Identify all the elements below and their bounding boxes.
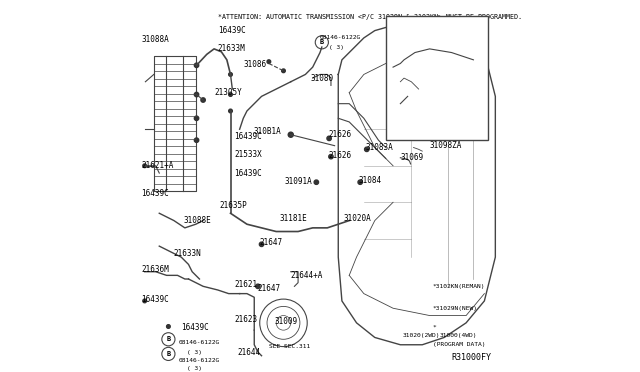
Text: 21636M: 21636M xyxy=(141,265,169,275)
Text: 31082E: 31082E xyxy=(431,54,459,62)
Text: 31098ZA: 31098ZA xyxy=(429,141,462,150)
Text: 31020(2WD): 31020(2WD) xyxy=(402,333,440,338)
Text: 31082U: 31082U xyxy=(391,35,419,44)
Text: B: B xyxy=(166,336,170,342)
Text: 31000(4WD): 31000(4WD) xyxy=(440,333,477,338)
Text: ( 3): ( 3) xyxy=(329,45,344,49)
Text: 21621+A: 21621+A xyxy=(141,161,173,170)
Circle shape xyxy=(162,333,175,346)
Text: 21647: 21647 xyxy=(260,238,283,247)
Text: B: B xyxy=(320,39,324,45)
Text: 16439C: 16439C xyxy=(141,295,169,304)
Text: 21644+A: 21644+A xyxy=(291,271,323,280)
Text: SEE SEC.311: SEE SEC.311 xyxy=(269,344,310,349)
Circle shape xyxy=(259,242,264,247)
Text: *31029N(NEW): *31029N(NEW) xyxy=(433,306,477,311)
Circle shape xyxy=(314,180,319,185)
Text: 21626: 21626 xyxy=(328,151,351,160)
Text: 310B1A: 310B1A xyxy=(254,126,282,135)
Text: 21305Y: 21305Y xyxy=(214,88,242,97)
Text: ( 3): ( 3) xyxy=(187,350,202,355)
Circle shape xyxy=(267,307,300,339)
Circle shape xyxy=(195,138,199,142)
Circle shape xyxy=(195,116,199,121)
Text: 21633M: 21633M xyxy=(218,44,246,53)
Text: 21644: 21644 xyxy=(238,347,261,357)
Circle shape xyxy=(162,347,175,360)
Text: 21621: 21621 xyxy=(234,280,257,289)
Text: 31082E: 31082E xyxy=(410,94,437,103)
Circle shape xyxy=(276,315,291,330)
Text: *3102KN(REMAN): *3102KN(REMAN) xyxy=(433,284,485,289)
Text: 16439C: 16439C xyxy=(234,169,262,177)
Circle shape xyxy=(417,87,420,91)
Text: 16439C: 16439C xyxy=(181,323,209,332)
Circle shape xyxy=(195,63,199,67)
Text: 21635P: 21635P xyxy=(220,202,247,211)
Text: 16439C: 16439C xyxy=(218,26,246,35)
Circle shape xyxy=(288,132,293,137)
Circle shape xyxy=(166,325,170,328)
Circle shape xyxy=(143,299,147,303)
Text: 31086: 31086 xyxy=(244,60,267,69)
Circle shape xyxy=(201,98,205,102)
Text: R31000FY: R31000FY xyxy=(452,353,492,362)
Circle shape xyxy=(329,154,333,159)
Text: 31088A: 31088A xyxy=(141,35,169,44)
Circle shape xyxy=(260,299,307,347)
Text: 08146-6122G: 08146-6122G xyxy=(320,35,361,41)
Bar xyxy=(386,16,488,140)
Bar xyxy=(154,56,196,191)
Text: 08146-6122G: 08146-6122G xyxy=(179,340,220,346)
Text: 31009: 31009 xyxy=(275,317,298,326)
Text: 31084: 31084 xyxy=(359,176,382,185)
Circle shape xyxy=(228,93,232,96)
Circle shape xyxy=(365,147,369,151)
Text: 31091A: 31091A xyxy=(284,177,312,186)
Text: 31083A: 31083A xyxy=(365,143,394,152)
Text: 21533X: 21533X xyxy=(234,150,262,159)
Text: 16439C: 16439C xyxy=(234,132,262,141)
Circle shape xyxy=(256,284,260,289)
Text: B: B xyxy=(166,351,170,357)
Text: 21626: 21626 xyxy=(328,130,351,139)
Text: *ATTENTION: AUTOMATIC TRANSMISSION <P/C 31029N & 3102KN> MUST BE PROGRAMMED.: *ATTENTION: AUTOMATIC TRANSMISSION <P/C … xyxy=(218,14,522,20)
Text: 31088E: 31088E xyxy=(183,216,211,225)
Text: 21647: 21647 xyxy=(258,283,281,293)
Text: 31080: 31080 xyxy=(311,74,334,83)
Text: 31020A: 31020A xyxy=(344,214,371,223)
Circle shape xyxy=(143,164,147,168)
Circle shape xyxy=(316,36,328,49)
Circle shape xyxy=(228,109,232,113)
Text: 21623: 21623 xyxy=(234,315,257,324)
Text: ( 3): ( 3) xyxy=(187,366,202,371)
Text: 08146-6122G: 08146-6122G xyxy=(179,357,220,363)
Circle shape xyxy=(358,180,362,185)
Text: (PROGRAM DATA): (PROGRAM DATA) xyxy=(433,342,486,347)
Circle shape xyxy=(195,92,199,97)
Circle shape xyxy=(282,69,285,73)
Text: 16439C: 16439C xyxy=(141,189,169,198)
Circle shape xyxy=(327,136,332,141)
Text: *: * xyxy=(433,325,436,330)
Circle shape xyxy=(228,73,232,76)
Circle shape xyxy=(267,60,271,64)
Text: 31069: 31069 xyxy=(401,153,424,162)
Text: 31181E: 31181E xyxy=(280,214,308,223)
Text: 21633N: 21633N xyxy=(174,249,202,258)
